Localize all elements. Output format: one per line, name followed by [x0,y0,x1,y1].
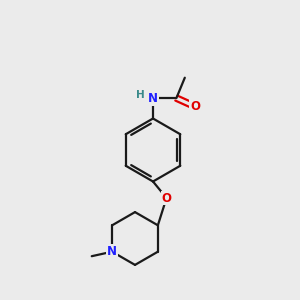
Text: N: N [148,92,158,105]
Text: H: H [136,89,145,100]
Text: O: O [190,100,200,113]
Text: O: O [161,191,172,205]
Text: N: N [107,245,117,258]
